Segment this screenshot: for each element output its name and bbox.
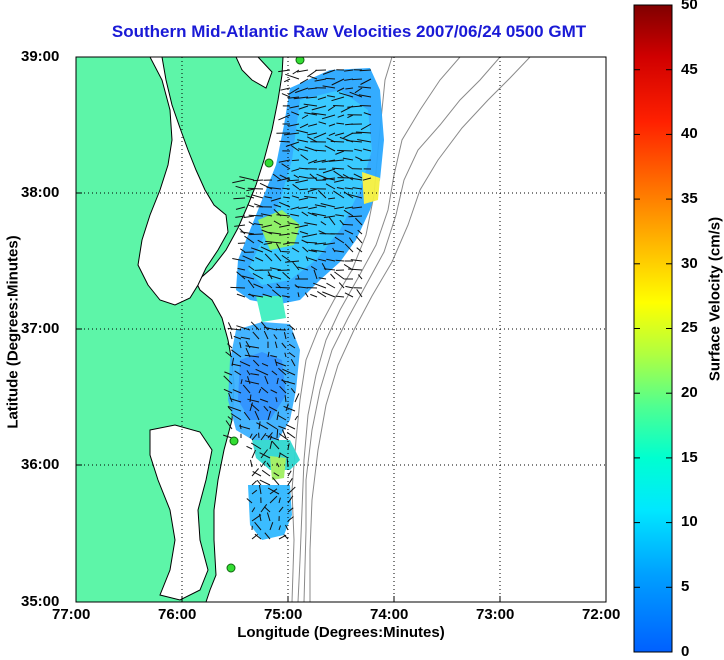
velocity-arrow [295,393,299,402]
velocity-arrow [244,216,254,218]
velocity-arrow [313,283,326,288]
colorbar-tick-label: 0 [681,643,689,660]
velocity-arrow [317,291,326,297]
velocity-arrow [260,480,270,485]
velocity-arrow [307,70,317,77]
velocity-arrow [348,269,362,270]
velocity-arrow [345,286,353,288]
velocity-arrow [233,198,245,199]
velocity-arrow [249,215,263,216]
radar-station-marker [230,437,238,445]
velocity-arrow [282,252,291,253]
velocity-arrow [326,78,336,79]
x-tick-label: 73:00 [476,606,514,623]
velocity-arrow [299,189,308,190]
radar-station-marker [227,564,235,572]
velocity-arrow [252,450,256,458]
radar-station-marker [265,159,273,167]
colorbar-label: Surface Velocity (cm/s) [707,217,724,381]
colorbar-tick-label: 5 [681,578,689,595]
velocity-arrow [240,229,246,235]
x-tick-label: 74:00 [370,606,408,623]
x-tick-label: 76:00 [158,606,196,623]
velocity-arrow [352,79,362,80]
velocity-arrow [230,287,245,288]
velocity-arrow [277,429,278,438]
velocity-arrow [360,106,371,107]
velocity-arrow [306,242,317,243]
y-tick-label: 38:00 [21,184,59,201]
velocity-arrow [262,470,270,476]
velocity-arrow [248,188,263,189]
x-tick-label: 72:00 [582,606,620,623]
colorbar-tick-label: 50 [681,0,698,13]
velocity-arrow [356,236,362,243]
velocity-arrow [230,332,232,339]
colorbar-tick-label: 15 [681,449,698,466]
velocity-arrow [331,274,336,279]
velocity-arrow [252,469,259,477]
velocity-arrow [251,460,253,467]
y-axis-label: Latitude (Degrees:Minutes) [5,235,22,428]
velocity-arrow [284,79,290,82]
y-tick-label: 39:00 [21,48,59,65]
velocity-arrow [252,481,257,485]
velocity-arrow [281,88,291,90]
velocity-arrow [285,74,299,79]
colorbar-tick-label: 40 [681,125,698,142]
velocity-arrow [279,434,288,440]
colorbar-tick-label: 45 [681,61,698,78]
colorbar-tick-label: 10 [681,513,698,530]
velocity-arrow [343,224,353,225]
velocity-arrow [292,160,299,161]
x-axis-label: Longitude (Degrees:Minutes) [76,624,606,641]
velocity-arrow [295,416,298,420]
velocity-arrow [286,425,295,429]
velocity-arrow [253,180,263,181]
velocity-arrow [331,141,344,142]
colorbar-tick-label: 20 [681,384,698,401]
velocity-arrow [252,534,258,539]
colorbar-tick-label: 30 [681,255,698,272]
velocity-arrow [337,150,353,151]
velocity-arrow [247,446,253,449]
velocity-arrow [349,216,363,217]
velocity-arrow [336,296,345,297]
velocity-arrow [310,294,317,297]
velocity-arrow [333,106,344,107]
y-tick-label: 37:00 [21,320,59,337]
velocity-arrow [276,330,286,331]
colorbar-tick-label: 35 [681,190,698,207]
velocity-arrow [278,270,290,271]
velocity-arrow [334,272,344,279]
velocity-arrow [327,283,336,288]
velocity-arrow [360,160,371,161]
velocity-arrow [249,234,263,235]
y-tick-label: 35:00 [21,593,59,610]
x-tick-label: 75:00 [264,606,302,623]
y-tick-label: 36:00 [21,456,59,473]
velocity-arrow [288,478,292,485]
velocity-arrow [247,205,254,207]
colorbar-tick-label: 25 [681,319,698,336]
